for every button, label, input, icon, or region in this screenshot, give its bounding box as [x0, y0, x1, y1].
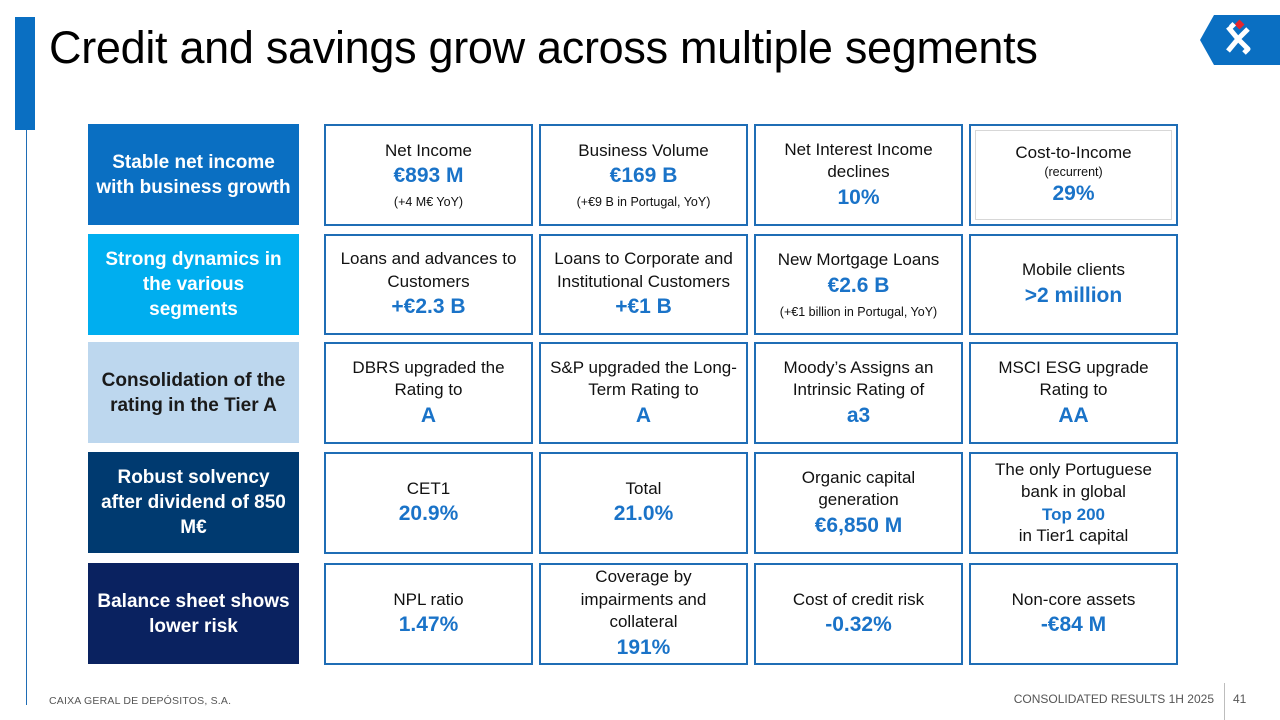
card-label: New Mortgage Loans	[777, 250, 940, 270]
footer-divider	[1224, 683, 1225, 720]
card-label: Business Volume	[578, 140, 709, 160]
card-label: The only Portuguese bank in global	[995, 459, 1152, 502]
row-label-risk: Balance sheet shows lower risk	[88, 563, 299, 664]
card-cost-to-income: Cost-to-Income (recurrent) 29%	[969, 124, 1178, 226]
card-value: a3	[846, 403, 871, 427]
row-label-segments: Strong dynamics in the various segments	[88, 234, 299, 335]
row-label-rating: Consolidation of the rating in the Tier …	[88, 342, 299, 443]
card-value: -0.32%	[825, 613, 892, 637]
card-sp-rating: S&P upgraded the Long-Term Rating to A	[539, 342, 748, 444]
card-value: A	[635, 403, 652, 427]
row-label-net-income: Stable net income with business growth	[88, 124, 299, 225]
card-label: Coverage by impairments and collateral	[580, 567, 707, 632]
card-value: AA	[1058, 403, 1089, 427]
card-value: +€2.3 B	[391, 295, 466, 318]
card-new-mortgage-loans: New Mortgage Loans €2.6 B (+€1 billion i…	[754, 234, 963, 335]
card-value: 20.9%	[398, 502, 459, 526]
card-value: 1.47%	[398, 613, 459, 637]
card-loans-customers: Loans and advances to Customers +€2.3 B	[324, 234, 533, 335]
card-npl-ratio: NPL ratio 1.47%	[324, 563, 533, 665]
card-value: >2 million	[1024, 283, 1123, 307]
card-label: Total	[625, 478, 662, 498]
card-value: 10%	[837, 185, 880, 209]
card-label: Mobile clients	[1022, 260, 1125, 280]
card-label: MSCI ESG upgrade Rating to	[998, 357, 1149, 400]
footer-company: CAIXA GERAL DE DEPÓSITOS, S.A.	[49, 695, 232, 707]
card-organic-capital: Organic capital generation €6,850 M	[754, 452, 963, 554]
card-label-suffix: in Tier1 capital	[1018, 525, 1129, 545]
card-loans-corporate: Loans to Corporate and Institutional Cus…	[539, 234, 748, 335]
card-net-income: Net Income €893 M (+4 M€ YoY)	[324, 124, 533, 226]
card-value: -€84 M	[1040, 613, 1107, 637]
card-coverage: Coverage by impairments and collateral 1…	[539, 563, 748, 665]
left-vertical-rule	[26, 130, 27, 705]
card-mobile-clients: Mobile clients >2 million	[969, 234, 1178, 335]
card-label: NPL ratio	[393, 589, 464, 609]
card-label: CET1	[406, 478, 451, 498]
card-label: Moody’s Assigns an Intrinsic Rating of	[783, 357, 934, 400]
card-moodys-rating: Moody’s Assigns an Intrinsic Rating of a…	[754, 342, 963, 444]
card-cost-of-credit-risk: Cost of credit risk -0.32%	[754, 563, 963, 665]
card-label: DBRS upgraded the Rating to	[352, 357, 505, 400]
footer-report-title: CONSOLIDATED RESULTS 1H 2025	[1013, 692, 1214, 706]
title-accent-bar	[15, 17, 35, 130]
card-value: €893 M	[393, 164, 464, 188]
card-value: €169 B	[609, 164, 678, 188]
card-top-200: The only Portuguese bank in global Top 2…	[969, 452, 1178, 554]
card-non-core-assets: Non-core assets -€84 M	[969, 563, 1178, 665]
card-msci-esg-rating: MSCI ESG upgrade Rating to AA	[969, 342, 1178, 444]
card-label: Net Income	[385, 140, 472, 160]
card-label: Loans to Corporate and Institutional Cus…	[554, 249, 733, 291]
card-note: (+4 M€ YoY)	[393, 195, 464, 210]
card-value: 191%	[616, 635, 671, 659]
card-value: +€1 B	[615, 295, 672, 318]
row-label-solvency: Robust solvency after dividend of 850 M€	[88, 452, 299, 553]
page-title: Credit and savings grow across multiple …	[49, 22, 1038, 73]
card-label: S&P upgraded the Long-Term Rating to	[550, 357, 737, 400]
card-label: Net Interest Income declines	[784, 139, 933, 182]
card-label: Non-core assets	[1011, 589, 1136, 609]
card-note: (+€1 billion in Portugal, YoY)	[779, 304, 938, 319]
card-label: Cost of credit risk	[792, 589, 925, 609]
card-dbrs-rating: DBRS upgraded the Rating to A	[324, 342, 533, 444]
card-label: Cost-to-Income	[1015, 142, 1132, 162]
card-cet1: CET1 20.9%	[324, 452, 533, 554]
card-value: A	[420, 403, 437, 427]
page-number: 41	[1233, 692, 1247, 706]
card-net-interest-income: Net Interest Income declines 10%	[754, 124, 963, 226]
card-value: €2.6 B	[827, 273, 890, 297]
card-value: €6,850 M	[814, 513, 903, 537]
card-value: 21.0%	[613, 502, 674, 526]
card-value: 29%	[1052, 182, 1095, 206]
card-value: Top 200	[1042, 504, 1105, 524]
card-label: Loans and advances to Customers	[340, 249, 517, 291]
card-sublabel: (recurrent)	[1044, 165, 1103, 180]
card-label: Organic capital generation	[801, 467, 916, 510]
caixa-logo-icon	[1200, 15, 1280, 65]
card-note: (+€9 B in Portugal, YoY)	[576, 195, 711, 210]
card-business-volume: Business Volume €169 B (+€9 B in Portuga…	[539, 124, 748, 226]
card-total-capital: Total 21.0%	[539, 452, 748, 554]
